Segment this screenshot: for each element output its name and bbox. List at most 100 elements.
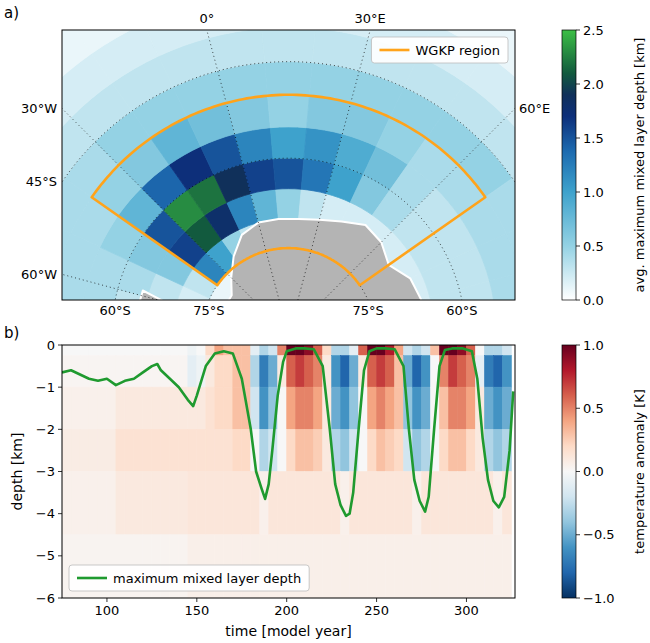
lat-label: 75°S (193, 303, 224, 318)
x-tick (196, 598, 197, 602)
anomaly-cell (296, 472, 305, 535)
anomaly-cell (440, 472, 449, 535)
anomaly-cell (296, 356, 305, 388)
anomaly-cell (224, 387, 233, 429)
anomaly-cell (179, 345, 188, 356)
anomaly-cell (71, 429, 80, 471)
anomaly-cell (206, 429, 215, 471)
anomaly-cell (62, 472, 71, 535)
anomaly-cell (287, 356, 296, 388)
anomaly-cell (332, 345, 341, 356)
anomaly-cell (71, 472, 80, 535)
anomaly-cell (152, 472, 161, 535)
anomaly-cell (422, 535, 431, 598)
anomaly-cell (125, 429, 134, 471)
anomaly-cell (413, 345, 422, 356)
meridian (62, 30, 288, 300)
anomaly-cell (215, 472, 224, 535)
lat-label: 60°S (446, 303, 477, 318)
anomaly-cell (152, 387, 161, 429)
anomaly-cell (134, 472, 143, 535)
legend: maximum mixed layer depth (69, 565, 309, 591)
anomaly-cell (413, 535, 422, 598)
anomaly-cell (152, 345, 161, 356)
anomaly-cell (395, 472, 404, 535)
anomaly-cell (116, 387, 125, 429)
anomaly-cell (484, 387, 493, 429)
y-tick-label: −4 (36, 506, 55, 521)
anomaly-cell (242, 429, 251, 471)
lon-label: 30°E (355, 11, 386, 26)
mld-cell (265, 62, 313, 96)
anomaly-cell (62, 345, 71, 356)
anomaly-cell (107, 472, 116, 535)
anomaly-cell (350, 345, 359, 356)
colorbar-tick-label: 0.0 (583, 464, 604, 479)
anomaly-cell (170, 429, 179, 471)
anomaly-cell (368, 387, 377, 429)
anomaly-cell (179, 472, 188, 535)
anomaly-cell (493, 356, 502, 388)
lon-label: 60°W (21, 267, 57, 282)
anomaly-cell (341, 429, 350, 471)
anomaly-cell (143, 387, 152, 429)
x-tick (466, 598, 467, 602)
mld-cell (482, 117, 515, 178)
anomaly-cell (404, 472, 413, 535)
anomaly-cell (377, 356, 386, 388)
colorbar-tick (576, 30, 580, 31)
lon-label: 0° (199, 11, 214, 26)
anomaly-cell (287, 429, 296, 471)
anomaly-cell (98, 356, 107, 388)
anomaly-cell (368, 472, 377, 535)
legend: WGKP region (371, 37, 508, 63)
mld-cell (209, 30, 265, 71)
y-tick (58, 345, 62, 346)
mld-cell (485, 178, 515, 233)
anomaly-cell (134, 387, 143, 429)
map-area (62, 30, 515, 300)
mld-cell (312, 30, 368, 71)
mld-cell (276, 189, 302, 219)
colorbar (562, 345, 576, 598)
anomaly-cell (359, 535, 368, 598)
anomaly-cell (161, 429, 170, 471)
anomaly-cell (431, 535, 440, 598)
parallel (112, 158, 466, 300)
anomaly-cell (107, 429, 116, 471)
anomaly-cell (296, 387, 305, 429)
anomaly-cell (466, 535, 475, 598)
colorbar (562, 30, 576, 300)
legend-box (69, 565, 309, 591)
panel-label: b) (4, 324, 19, 342)
anomaly-cell (107, 387, 116, 429)
anomaly-cell (359, 472, 368, 535)
y-tick (58, 429, 62, 430)
anomaly-cell (377, 345, 386, 356)
x-tick (106, 598, 107, 602)
anomaly-cell (161, 472, 170, 535)
colorbar-tick-label: 0.5 (583, 239, 604, 254)
anomaly-cell (80, 345, 89, 356)
anomaly-cell (197, 429, 206, 471)
colorbar-tick-label: −0.5 (583, 527, 615, 542)
colorbar-tick-label: 1.5 (583, 131, 604, 146)
anomaly-cell (422, 387, 431, 429)
y-tick-label: −6 (36, 591, 55, 606)
y-tick-label: −2 (36, 422, 55, 437)
anomaly-cell (188, 345, 197, 356)
colorbar-label: temperature anomaly [K] (632, 389, 647, 554)
anomaly-cell (260, 472, 269, 535)
mld-cell (262, 30, 316, 63)
anomaly-cell (368, 535, 377, 598)
anomaly-cell (116, 345, 125, 356)
colorbar-tick-label: 2.0 (583, 77, 604, 92)
meridian (62, 215, 289, 300)
colorbar-tick-label: 0.5 (583, 401, 604, 416)
anomaly-cell (341, 387, 350, 429)
anomaly-cell (395, 535, 404, 598)
anomaly-cell (448, 387, 457, 429)
anomaly-cell (134, 356, 143, 388)
x-axis-title: time [model year] (225, 623, 351, 639)
x-tick-label: 300 (454, 603, 479, 618)
